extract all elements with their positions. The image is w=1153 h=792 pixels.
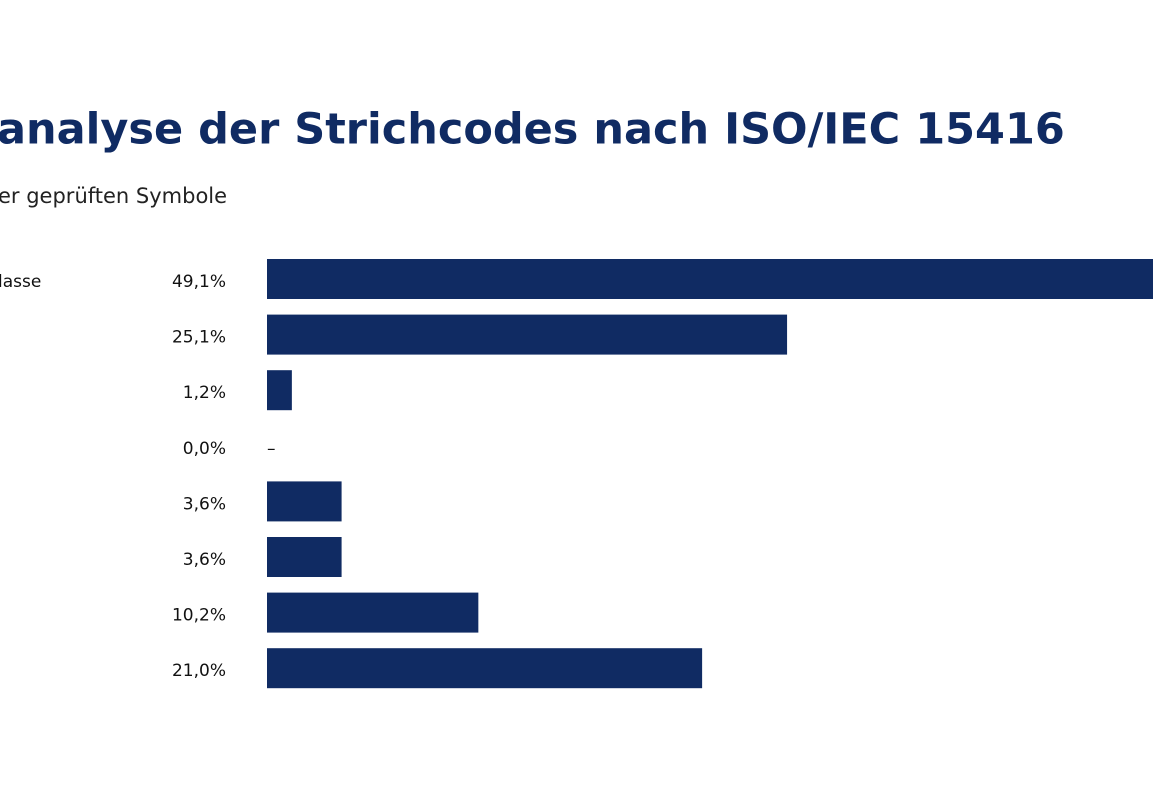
bar bbox=[267, 592, 479, 633]
value-label: 25,1% bbox=[172, 328, 226, 348]
value-label: 3,6% bbox=[183, 550, 226, 570]
value-label: 3,6% bbox=[183, 494, 226, 514]
value-label: 0,0% bbox=[183, 439, 226, 459]
value-label: 21,0% bbox=[172, 661, 226, 681]
value-label: 49,1% bbox=[172, 272, 226, 292]
bar bbox=[267, 481, 342, 522]
category-label: lasse bbox=[0, 272, 41, 292]
bar bbox=[267, 648, 703, 689]
value-label: 10,2% bbox=[172, 606, 226, 626]
bar bbox=[267, 537, 342, 577]
bar bbox=[267, 259, 1153, 299]
bar bbox=[267, 314, 788, 355]
bar bbox=[267, 370, 292, 411]
value-label: 1,2% bbox=[183, 383, 226, 403]
chart-title: analyse der Strichcodes nach ISO/IEC 154… bbox=[0, 105, 1065, 155]
annotation: – bbox=[267, 439, 276, 459]
chart-subtitle: er geprüften Symbole bbox=[0, 184, 227, 208]
